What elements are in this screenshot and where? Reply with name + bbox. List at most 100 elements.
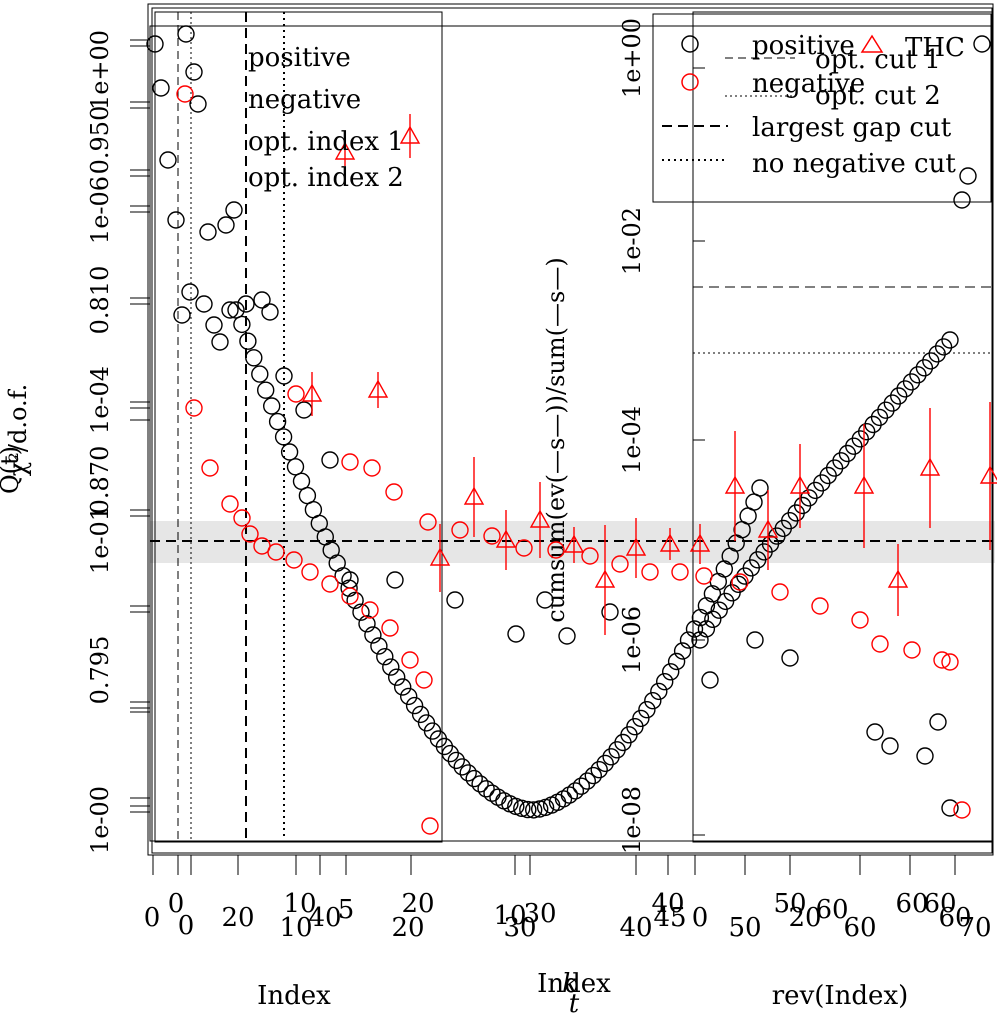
bt-24: 60 — [938, 903, 971, 933]
negative-point — [933, 651, 951, 669]
negative-point — [401, 651, 419, 669]
positive-point — [866, 723, 884, 741]
positive-point — [471, 775, 489, 793]
left-tick-4: 0.810 — [86, 266, 114, 335]
positive-point — [513, 799, 531, 817]
bt-6: 5 — [338, 895, 355, 925]
positive-point — [519, 800, 537, 819]
positive-point — [716, 592, 735, 611]
positive-point — [896, 380, 914, 398]
positive-point — [459, 764, 477, 782]
positive-point — [890, 387, 908, 405]
positive-point — [602, 748, 620, 766]
positive-point — [152, 79, 170, 97]
positive-point — [388, 668, 406, 686]
positive-point — [751, 479, 769, 497]
right-tick-4: 1e-06 — [618, 606, 646, 674]
bt-18: 50 — [728, 913, 761, 943]
legend-left-opt2: opt. index 2 — [248, 163, 404, 193]
bt-16: 0 — [692, 903, 709, 933]
negative-point — [341, 587, 359, 605]
bt-14: 45 — [653, 903, 686, 933]
positive-point — [685, 620, 704, 638]
negative-point — [415, 671, 433, 689]
positive-point — [953, 191, 971, 209]
bottom-ticks — [152, 855, 956, 875]
positive-point — [558, 627, 576, 645]
positive-point — [531, 800, 549, 818]
positive-point — [370, 637, 388, 655]
left-tick-9: 1e-00 — [86, 786, 114, 854]
positive-point — [701, 671, 719, 689]
negative-point — [811, 597, 829, 615]
negative-point — [363, 459, 381, 477]
bt-4: 10 — [283, 889, 316, 919]
negative-point — [611, 555, 629, 573]
bt-22: 60 — [895, 889, 928, 919]
positive-point — [400, 687, 418, 706]
positive-point — [405, 696, 424, 715]
negative-point — [185, 399, 203, 417]
negative-point — [241, 525, 259, 543]
positive-point — [275, 367, 293, 385]
negative-point — [176, 85, 194, 103]
bt-9: 20 — [391, 913, 424, 943]
positive-point — [227, 301, 245, 319]
positive-point — [632, 709, 650, 728]
positive-point — [263, 397, 281, 415]
legend-opt-cut-2: opt. cut 2 — [815, 81, 941, 111]
positive-point — [211, 333, 229, 351]
positive-point — [746, 631, 764, 649]
positive-point — [261, 303, 279, 321]
positive-point — [221, 301, 239, 319]
positive-point — [146, 35, 164, 53]
positive-point — [268, 412, 287, 431]
y-label-q: Q(t) — [0, 446, 24, 494]
positive-point — [411, 705, 430, 724]
negative-point — [641, 563, 659, 581]
positive-point — [376, 648, 394, 666]
bt-21: 60 — [843, 913, 876, 943]
legend-right: positive negative largest gap cut no neg… — [662, 31, 965, 179]
positive-point — [650, 682, 668, 701]
negative-point — [285, 551, 303, 569]
legend-right-noneg: no negative cut — [752, 149, 956, 179]
negative-point — [851, 611, 869, 629]
left-tick-1: 1e+00 — [86, 30, 114, 110]
positive-point — [638, 701, 656, 719]
positive-point — [870, 408, 889, 427]
positive-point — [253, 291, 271, 309]
negative-point — [301, 563, 319, 581]
positive-point — [697, 620, 716, 638]
left-tick-8: 0.795 — [86, 636, 114, 705]
positive-point — [352, 603, 370, 621]
positive-point — [941, 331, 959, 349]
left-tick-5: 1e-04 — [86, 366, 114, 434]
positive-point — [199, 223, 217, 241]
positive-point — [257, 381, 275, 399]
left-tick-3: 1e-06 — [86, 176, 114, 244]
negative-point — [201, 459, 219, 477]
positive-point — [909, 366, 927, 384]
negative-point — [221, 495, 239, 513]
positive-point — [691, 631, 709, 649]
bt-13: 40 — [651, 889, 684, 919]
positive-point — [173, 306, 191, 324]
positive-point — [679, 631, 698, 649]
positive-point — [292, 472, 311, 490]
right-tick-5: 1e-08 — [618, 786, 646, 854]
negative-point — [953, 801, 971, 819]
positive-point — [881, 737, 899, 755]
positive-point — [709, 572, 727, 591]
positive-point — [916, 747, 934, 765]
positive-point — [386, 571, 404, 589]
positive-point — [656, 673, 674, 691]
x-title-index-center: Index — [537, 969, 611, 999]
positive-point — [644, 692, 662, 710]
positive-point — [465, 769, 483, 788]
bt-23: 60 — [923, 889, 956, 919]
positive-point — [566, 782, 585, 800]
legend-right-gap: largest gap cut — [752, 113, 952, 143]
positive-point — [959, 167, 977, 185]
